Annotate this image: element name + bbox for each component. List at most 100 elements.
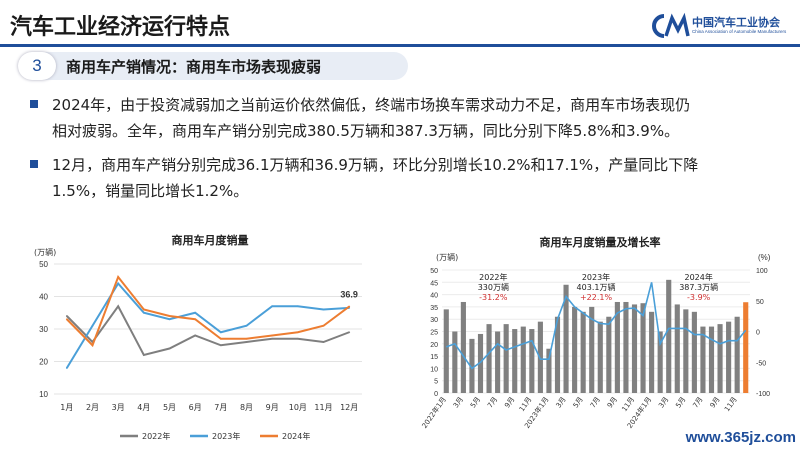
series-point (271, 334, 274, 337)
bullet-december-line2: 1.5%，销量同比增长1.2%。 (52, 182, 249, 200)
y2-tick-label: -50 (756, 360, 766, 367)
bar (640, 303, 646, 393)
x-tick-label: 3月 (657, 396, 670, 410)
y-tick-label: 25 (430, 330, 438, 337)
series-point (168, 315, 171, 317)
bar (683, 309, 689, 393)
bar (674, 304, 680, 393)
series-line-2022年 (66, 304, 350, 357)
series-point (322, 324, 325, 327)
x-tick-label: 9月 (709, 396, 722, 410)
series-point (117, 282, 120, 285)
series-point (322, 308, 325, 311)
y2-tick-label: 100 (756, 268, 768, 275)
bullet-december-line1: 12月，商用车产销分别完成36.1万辆和36.9万辆，环比分别增长10.2%和1… (52, 156, 699, 174)
bar (477, 333, 484, 393)
bar (623, 301, 629, 393)
annotation-total: 330万辆 (478, 282, 509, 292)
series-point (322, 341, 325, 343)
bar (597, 321, 603, 393)
x-tick-label: 1月 (60, 403, 73, 412)
x-tick-label: 11月 (314, 403, 332, 412)
y-tick-label: 20 (430, 342, 438, 349)
y-axis-unit: (万辆) (436, 252, 458, 262)
x-tick-label: 7月 (214, 403, 227, 412)
y-tick-label: 40 (39, 293, 48, 302)
series-point (194, 318, 197, 321)
series-point (296, 331, 299, 334)
series-point (65, 367, 68, 369)
page-title: 汽车工业经济运行特点 (10, 15, 231, 40)
x-tick-label: 11月 (723, 396, 739, 414)
y-tick-label: 50 (430, 268, 438, 275)
bar (717, 324, 723, 393)
bar (443, 309, 449, 393)
legend-label: 2022年 (142, 431, 170, 441)
bar (546, 348, 552, 393)
series-point (219, 337, 222, 340)
x-tick-label: 4月 (137, 403, 150, 412)
watermark: www.365jz.com (685, 429, 796, 446)
series-point (194, 334, 197, 337)
series-point (271, 337, 274, 340)
section-title: 商用车产销情况：商用车市场表现疲弱 (66, 58, 322, 76)
legend-label: 2024年 (282, 431, 310, 441)
x-tick-label: 11月 (620, 396, 636, 414)
series-point (142, 308, 145, 311)
series-point (91, 324, 94, 327)
series-point (194, 311, 197, 314)
bar (708, 326, 715, 393)
x-tick-label: 5月 (163, 403, 176, 412)
series-point (245, 341, 248, 343)
x-tick-label: 9月 (266, 403, 279, 412)
series-point (245, 324, 248, 327)
series-point (142, 354, 145, 356)
y-axis-unit: (万辆) (34, 247, 56, 257)
annotation-total: 403.1万辆 (577, 282, 616, 292)
x-tick-label: 12月 (340, 403, 358, 412)
caam-logo-icon (652, 12, 690, 38)
series-line-2024年 (66, 274, 350, 348)
bullet-square-icon (30, 99, 38, 108)
logo-text-en: China Association of Automobile Manufact… (692, 29, 787, 34)
bar (554, 316, 561, 393)
y-tick-label: 10 (39, 390, 48, 399)
bar (649, 311, 655, 393)
annotation-growth: +22.1% (580, 293, 613, 302)
y2-tick-label: -100 (756, 391, 770, 398)
series-point (348, 331, 351, 334)
chart-title: 商用车月度销量及增长率 (540, 235, 661, 249)
series-point (65, 318, 68, 321)
growth-rate-line (446, 282, 747, 370)
series-point (296, 305, 299, 308)
bar (529, 329, 535, 393)
x-tick-label: 2月 (86, 403, 99, 412)
monthly-sales-line-chart: 商用车月度销量 (万辆) 10 20 30 40 50 1月 2月 3月 4月 5月 6月 7月 8月… (34, 233, 362, 441)
annotation-growth: -3.9% (687, 293, 711, 302)
x-tick-label: 7月 (486, 396, 499, 410)
y2-tick-label: 50 (756, 299, 764, 306)
y2-tick-label: 0 (756, 330, 760, 337)
x-tick-label: 5月 (469, 396, 482, 410)
x-tick-label: 6月 (189, 403, 202, 412)
section-number: 3 (18, 52, 56, 80)
bar (700, 326, 706, 393)
x-tick-label: 5月 (572, 396, 585, 410)
annotation-year: 2024年 (684, 272, 712, 282)
series-point (168, 318, 171, 321)
bar (631, 304, 638, 393)
bar (734, 316, 740, 393)
bullet-annual-line2: 相对疲弱。全年，商用车产销分别完成380.5万辆和387.3万辆，同比分别下降5… (52, 122, 680, 140)
annotation-year: 2022年 (479, 272, 507, 282)
bar (460, 301, 466, 393)
series-point (219, 344, 222, 347)
y-tick-label: 20 (39, 358, 48, 367)
monthly-sales-growth-chart: 商用车月度销量及增长率 (万辆) (%) 0 5 10 15 20 25 30 35 40 45 5… (420, 235, 771, 430)
x-tick-label: 9月 (606, 396, 619, 410)
x-tick-label: 3月 (555, 396, 568, 410)
annotation-year: 2023年 (582, 272, 610, 282)
bar (512, 329, 518, 393)
x-tick-label: 9月 (503, 396, 516, 410)
bar (469, 338, 475, 393)
series-point (219, 331, 222, 334)
